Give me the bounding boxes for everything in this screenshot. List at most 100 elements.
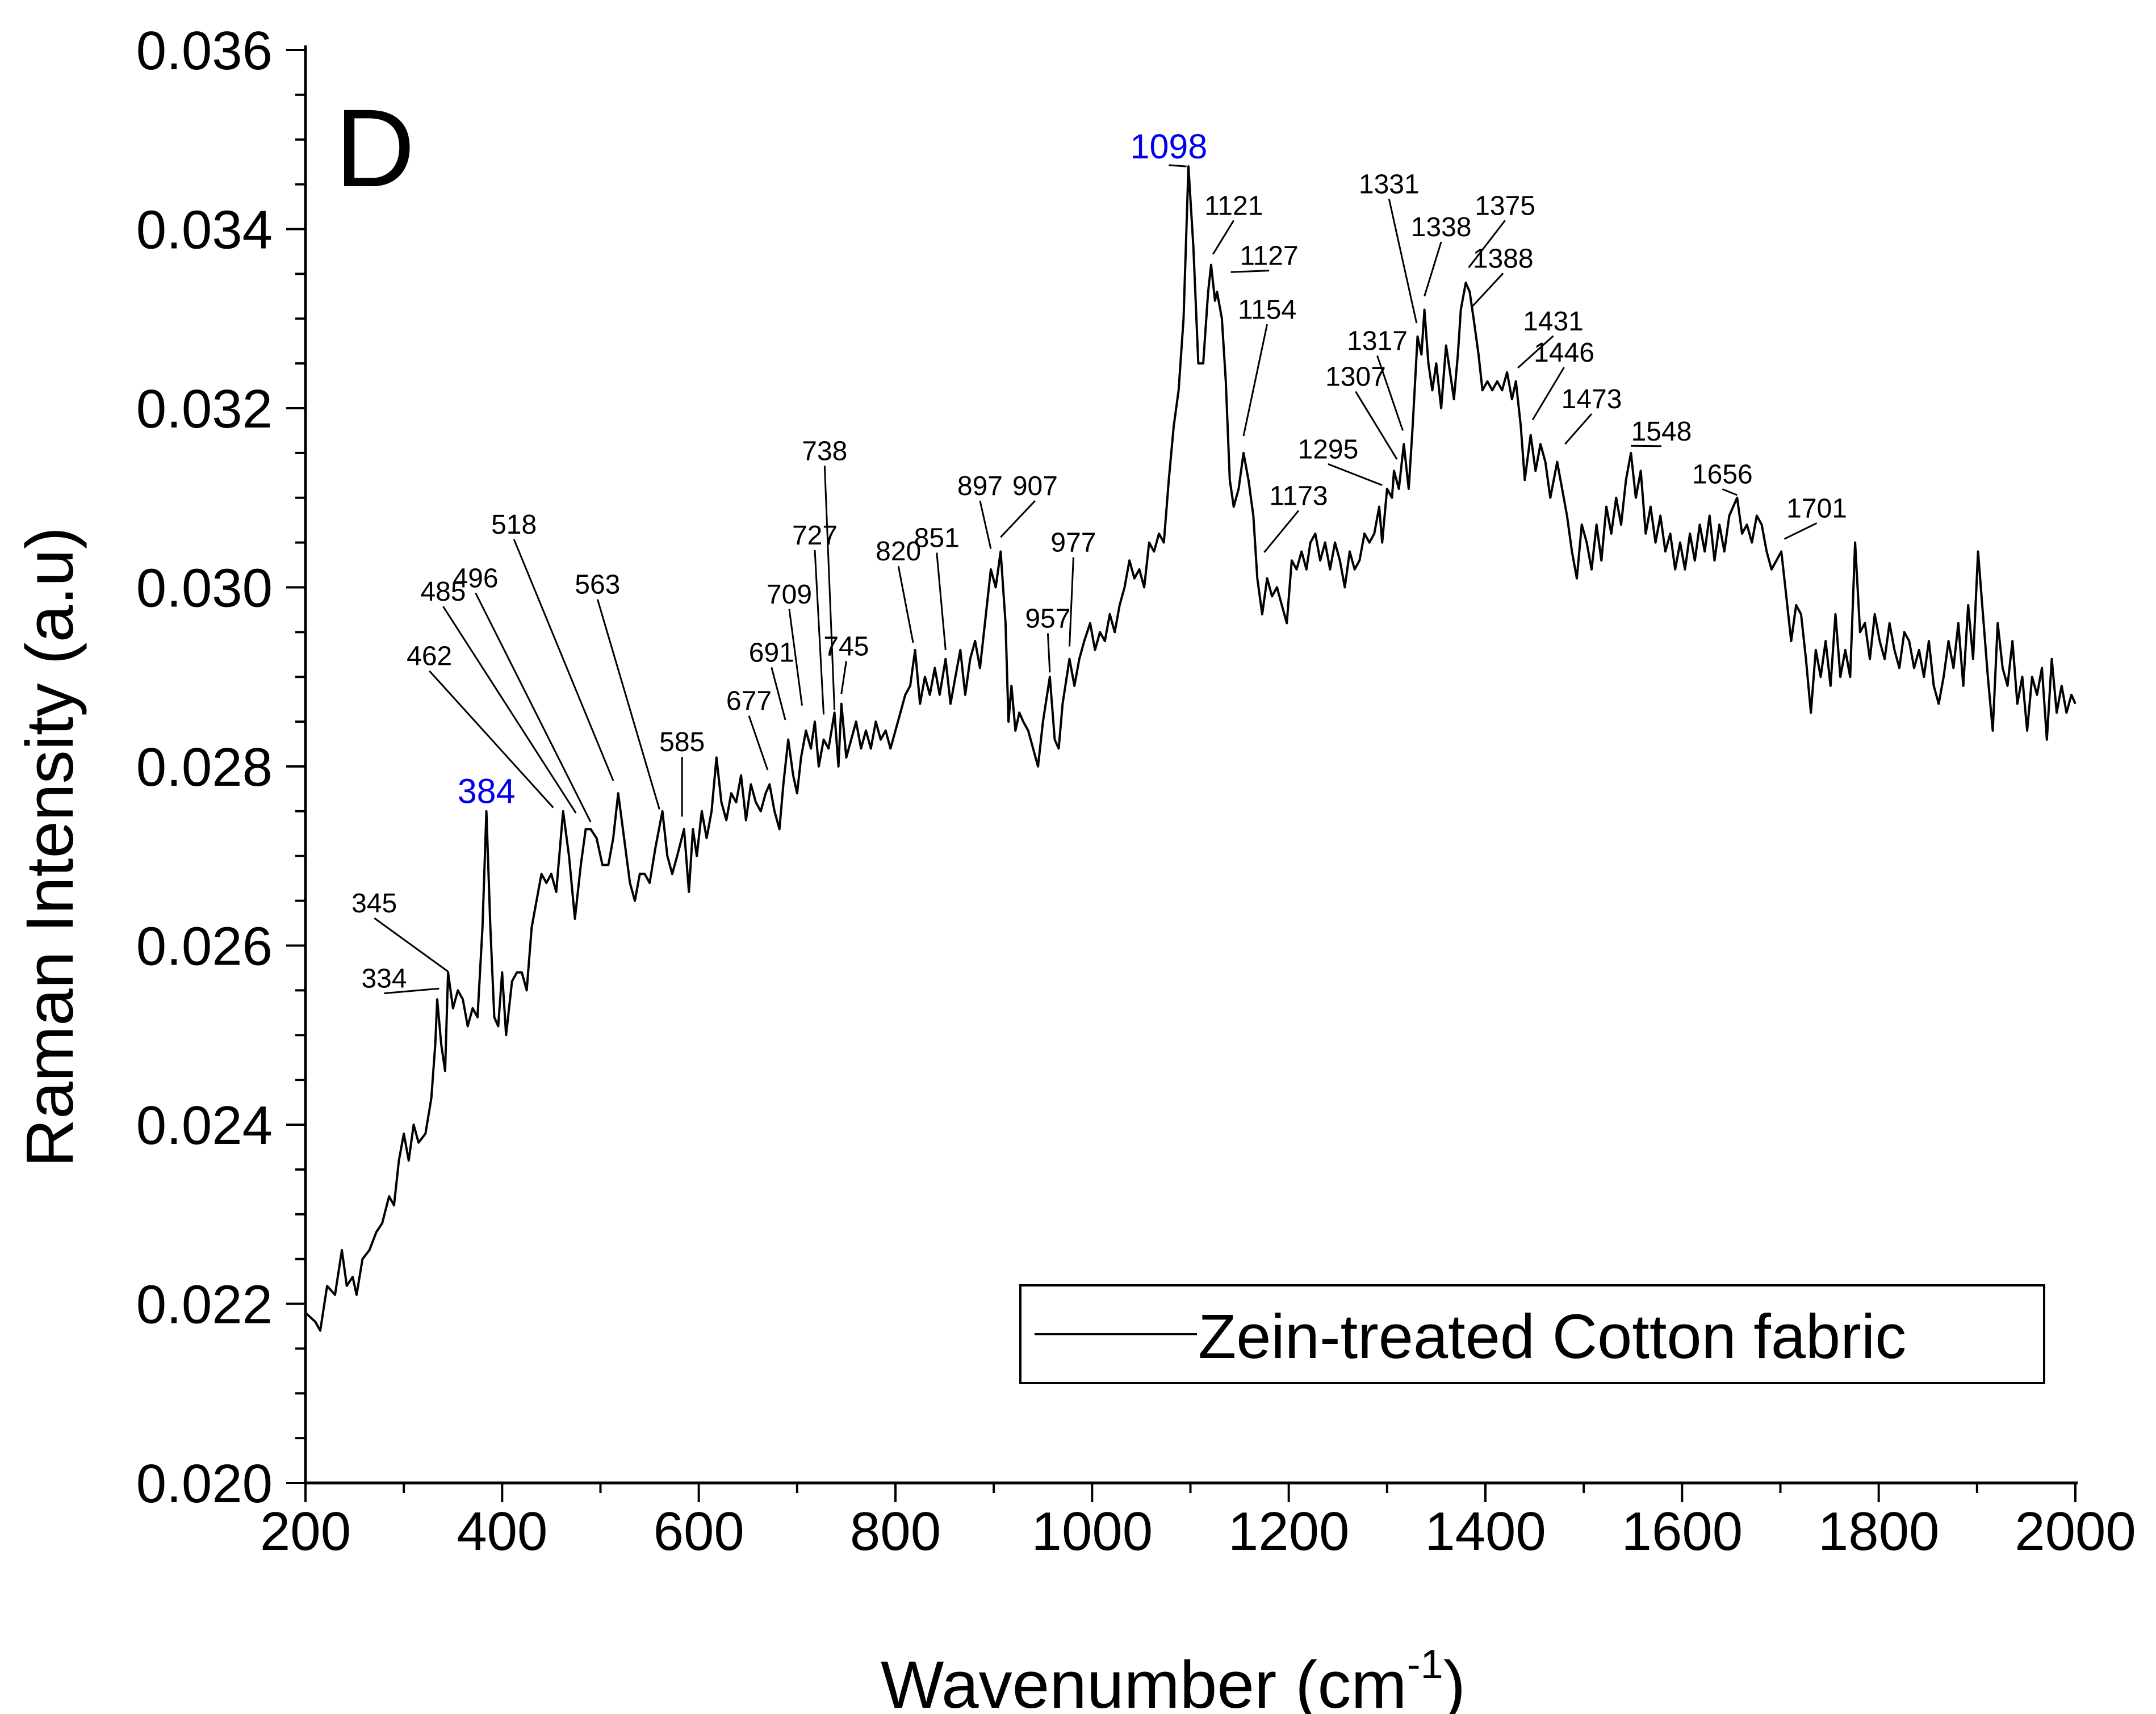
peak-leader-line: [1169, 164, 1187, 167]
peak-leader-line: [1263, 510, 1300, 553]
y-axis-label: Raman Intensity (a.u): [12, 527, 87, 1167]
peak-label: 496: [453, 564, 499, 594]
series-line-zein-treated-cotton: [304, 165, 2077, 1332]
peak-label: 745: [823, 631, 869, 661]
peak-leader-line: [936, 552, 947, 651]
peak-annotation: 1295: [1298, 434, 1383, 487]
peak-annotation: 1317: [1347, 326, 1408, 431]
peak-annotation: 897: [957, 471, 1003, 549]
peak-leader-line: [840, 661, 847, 694]
peak-leader-line: [513, 539, 614, 781]
peak-annotation: 709: [767, 580, 812, 706]
peak-label: 1548: [1631, 417, 1692, 447]
y-tick-label: 0.026: [136, 916, 273, 977]
peak-annotation: 462: [407, 642, 554, 808]
x-axis-label: Wavenumber (cm-1): [881, 1642, 1466, 1714]
x-axis-label-superscript: -1: [1407, 1642, 1443, 1687]
peak-leader-line: [1242, 324, 1269, 437]
x-tick-label: 200: [260, 1501, 351, 1562]
peak-label: 563: [575, 570, 620, 600]
peak-annotation: 1473: [1561, 384, 1622, 445]
peak-annotation: 1446: [1531, 338, 1594, 421]
peak-label: 1375: [1475, 191, 1535, 221]
peak-label: 709: [767, 580, 812, 610]
peak-annotation: 1154: [1238, 295, 1296, 437]
peak-annotation: 851: [914, 523, 960, 651]
peak-label: 485: [420, 577, 466, 607]
legend: Zein-treated Cotton fabric: [1019, 1284, 2045, 1384]
peak-label: 1431: [1523, 307, 1584, 337]
x-tick-label: 1000: [1032, 1501, 1153, 1562]
peak-annotation: 563: [575, 570, 660, 810]
peak-label: 977: [1050, 527, 1096, 558]
legend-label: Zein-treated Cotton fabric: [1198, 1302, 1906, 1372]
peak-leader-line: [1468, 220, 1506, 269]
peak-leader-line: [429, 670, 554, 808]
peak-label: 1307: [1325, 362, 1386, 392]
y-tick-label: 0.034: [136, 200, 273, 261]
peak-leader-line: [771, 667, 786, 720]
peak-label: 1154: [1238, 295, 1296, 325]
peak-annotation: 1331: [1359, 169, 1420, 324]
peak-leader-line: [1000, 500, 1036, 538]
x-tick-label: 1200: [1228, 1501, 1350, 1562]
peak-label: 1173: [1269, 481, 1328, 511]
peak-leader-line: [1046, 633, 1051, 673]
peak-leader-line: [1230, 270, 1270, 273]
x-tick-label: 2000: [2015, 1501, 2136, 1562]
peak-leader-line: [1564, 413, 1593, 445]
peak-label: 727: [792, 521, 838, 551]
tick-labels: 200 400 600 800 1000 1200 1400 1600 1800 2000 0.02…: [136, 20, 2136, 1562]
peak-label: 851: [914, 523, 960, 554]
peak-label: 1473: [1561, 384, 1622, 414]
peak-annotation: 738: [802, 436, 847, 710]
y-tick-label: 0.032: [136, 379, 273, 439]
peak-annotation: 585: [659, 727, 705, 817]
y-tick-label: 0.024: [136, 1095, 273, 1156]
peak-label: 820: [876, 537, 921, 567]
peak-leader-line: [814, 550, 825, 715]
peak-annotation: 384: [458, 772, 516, 811]
peak-label: 691: [749, 638, 794, 668]
peak-label: 462: [407, 642, 452, 672]
peak-annotation: 518: [491, 510, 614, 781]
peak-leader-line: [1517, 335, 1554, 369]
x-axis-label-main: Wavenumber (cm: [881, 1648, 1407, 1714]
peak-leader-line: [596, 599, 660, 810]
peak-label: 957: [1025, 604, 1070, 634]
peak-label: 1127: [1240, 241, 1298, 271]
peak-annotation: 691: [749, 638, 794, 720]
peak-annotation: 1338: [1411, 212, 1471, 297]
peak-label: 1317: [1347, 326, 1408, 356]
peak-annotation: 1431: [1517, 307, 1584, 369]
y-tick-label: 0.020: [136, 1453, 273, 1514]
y-tick-label: 0.036: [136, 20, 273, 81]
peak-label: 585: [659, 727, 705, 757]
peak-annotation: 1127: [1230, 241, 1299, 273]
peak-annotation: 907: [1000, 471, 1058, 538]
peak-annotation: 1548: [1631, 417, 1692, 447]
x-tick-label: 1600: [1622, 1501, 1743, 1562]
axes: [304, 45, 2078, 1485]
peak-annotation: 1307: [1325, 362, 1398, 460]
peak-leader-line: [374, 917, 449, 973]
peak-leader-line: [1212, 220, 1234, 255]
tick-marks: [286, 49, 2077, 1502]
peak-leader-line: [1424, 241, 1442, 297]
peak-label: 738: [802, 436, 847, 466]
peak-leader-line: [1069, 557, 1074, 647]
peak-label: 384: [458, 772, 516, 811]
peak-leader-line: [1355, 391, 1398, 460]
panel-label: D: [335, 86, 415, 210]
peak-leader-line: [1472, 273, 1504, 307]
peak-label: 345: [351, 889, 397, 919]
x-tick-label: 1400: [1425, 1501, 1546, 1562]
peak-label: 1388: [1473, 244, 1534, 274]
peak-label: 1098: [1131, 127, 1208, 166]
peak-leader-line: [1531, 367, 1565, 421]
peak-annotation: 1701: [1784, 493, 1847, 540]
peak-annotation: 745: [823, 631, 869, 694]
peak-leader-line: [1784, 522, 1818, 540]
